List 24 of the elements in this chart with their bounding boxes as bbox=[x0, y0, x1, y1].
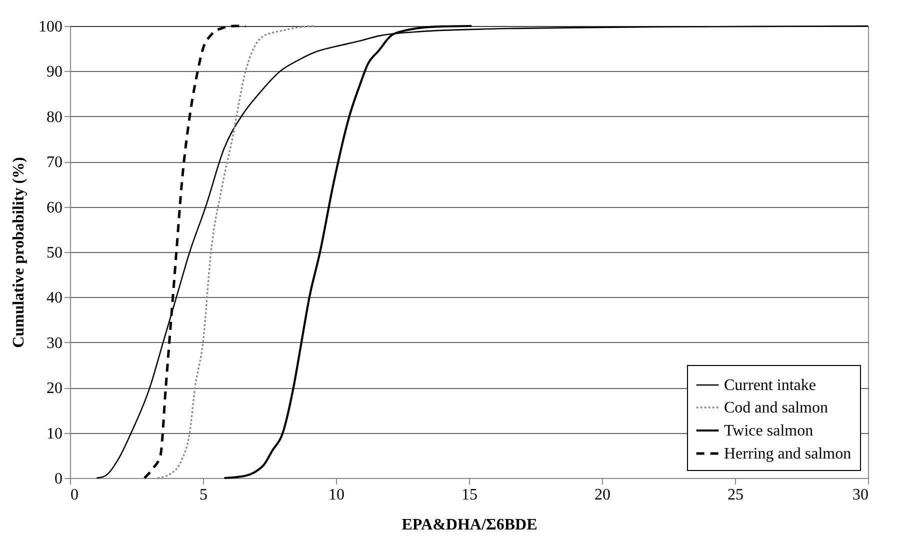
legend-label: Twice salmon bbox=[724, 422, 814, 440]
y-axis-title: Cumulative probability (%) bbox=[10, 157, 28, 348]
y-tick-label: 60 bbox=[46, 199, 62, 216]
y-tick-label: 70 bbox=[46, 154, 62, 172]
y-tick-label: 40 bbox=[46, 290, 62, 307]
x-axis-title: EPA&DHA/Σ6BDE bbox=[402, 516, 538, 534]
x-tick-label: 15 bbox=[462, 486, 478, 504]
y-tick-label: 10 bbox=[46, 425, 62, 442]
x-tick-label: 10 bbox=[328, 486, 344, 504]
y-tick-label: 80 bbox=[46, 108, 62, 126]
y-tick-label: 20 bbox=[46, 380, 62, 398]
legend-label: Current intake bbox=[724, 377, 816, 394]
y-tick-label: 50 bbox=[46, 244, 62, 262]
y-tick-label: 100 bbox=[38, 18, 62, 36]
x-tick-label: 0 bbox=[70, 486, 78, 504]
y-tick-label: 0 bbox=[54, 470, 62, 488]
x-tick-label: 20 bbox=[594, 486, 610, 504]
legend-label: Cod and salmon bbox=[724, 400, 828, 416]
x-tick-label: 25 bbox=[728, 486, 744, 504]
y-tick-label: 30 bbox=[46, 334, 62, 352]
x-tick-label: 30 bbox=[852, 486, 868, 504]
legend-label: Herring and salmon bbox=[724, 446, 852, 462]
x-tick-label: 5 bbox=[200, 486, 208, 504]
y-tick-label: 90 bbox=[46, 64, 62, 81]
